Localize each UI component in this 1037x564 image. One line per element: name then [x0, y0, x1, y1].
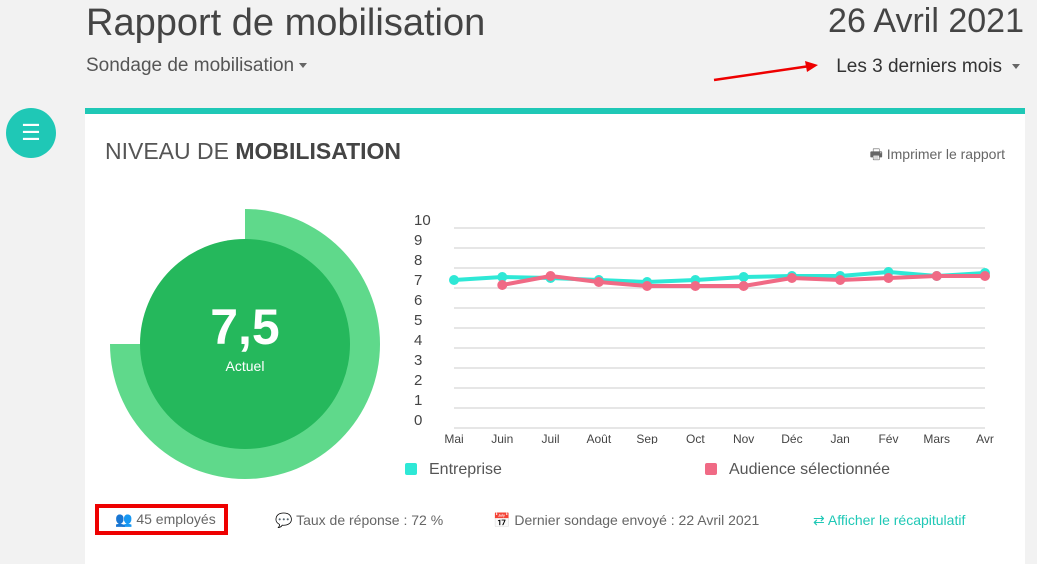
line-chart: 0 1 2 3 4 5 6 7 8 9 10 Mai Juin Juil Août Sep Oct Nov Déc J…	[414, 212, 994, 444]
legend-swatch	[705, 463, 717, 475]
survey-dropdown-label: Sondage de mobilisation	[86, 55, 295, 76]
calendar-icon: 📅	[493, 512, 515, 528]
x-tick-label: Juin	[491, 432, 513, 444]
card-title-bold: MOBILISATION	[235, 138, 402, 164]
data-point	[835, 275, 846, 285]
data-point	[690, 281, 701, 291]
x-tick-label: Juil	[542, 432, 560, 444]
gauge: 7,5 Actuel	[110, 209, 380, 479]
print-report-link[interactable]: 🖶 Imprimer le rapport	[870, 144, 1005, 168]
y-tick-label: 6	[414, 292, 422, 309]
card-title-prefix: NIVEAU DE	[105, 138, 236, 164]
employees-label: 45 employés	[136, 511, 216, 527]
users-icon: 👥	[115, 511, 137, 527]
printer-icon: 🖶	[869, 146, 887, 162]
y-tick-label: 0	[414, 412, 422, 429]
caret-down-icon	[299, 63, 308, 69]
data-point	[738, 272, 749, 282]
x-tick-label: Fév	[878, 432, 898, 444]
data-point	[931, 271, 942, 281]
last-survey-label: Dernier sondage envoyé : 22 Avril 2021	[514, 512, 760, 528]
y-tick-label: 2	[414, 372, 422, 389]
caret-down-icon	[1012, 64, 1020, 70]
y-tick-label: 7	[414, 272, 422, 289]
legend-item-entreprise[interactable]: Entreprise	[405, 461, 502, 479]
show-summary-link[interactable]: ⇄ Afficher le récapitulatif	[813, 512, 965, 529]
data-point	[497, 280, 508, 290]
period-dropdown[interactable]: Les 3 derniers mois	[836, 56, 1020, 78]
legend-item-audience[interactable]: Audience sélectionnée	[705, 461, 890, 479]
list-icon: ☰	[21, 120, 41, 145]
legend-label: Audience sélectionnée	[729, 461, 891, 478]
gauge-value: 7,5	[210, 299, 280, 355]
data-point	[642, 281, 653, 291]
x-tick-label: Oct	[686, 432, 705, 444]
data-point	[545, 271, 556, 281]
x-tick-label: Mars	[923, 432, 950, 444]
x-tick-label: Avr	[976, 432, 994, 444]
data-point	[738, 281, 749, 291]
survey-dropdown[interactable]: Sondage de mobilisation	[86, 55, 308, 77]
x-tick-label: Août	[586, 432, 611, 444]
x-tick-label: Déc	[781, 432, 802, 444]
summary-link-label: Afficher le récapitulatif	[827, 512, 966, 528]
employees-count: 👥 45 employés	[95, 504, 228, 535]
legend-label: Entreprise	[429, 461, 502, 478]
x-tick-label: Jan	[831, 432, 850, 444]
exchange-icon: ⇄	[813, 512, 828, 528]
data-point	[449, 275, 459, 285]
report-date: 26 Avril 2021	[828, 2, 1024, 40]
x-tick-label: Nov	[733, 432, 754, 444]
card-title: NIVEAU DE MOBILISATION	[105, 138, 401, 165]
last-survey: 📅 Dernier sondage envoyé : 22 Avril 2021	[493, 512, 759, 529]
x-tick-label: Mai	[444, 432, 463, 444]
data-point	[980, 271, 990, 281]
y-tick-label: 5	[414, 312, 422, 329]
y-tick-label: 4	[414, 332, 422, 349]
period-dropdown-label: Les 3 derniers mois	[836, 56, 1002, 77]
page-title: Rapport de mobilisation	[86, 2, 486, 44]
menu-list-button[interactable]: ☰	[6, 108, 56, 158]
comment-icon: 💬	[275, 512, 297, 528]
mobilisation-card: NIVEAU DE MOBILISATION 🖶 Imprimer le rap…	[85, 108, 1025, 564]
print-label: Imprimer le rapport	[886, 146, 1005, 162]
data-point	[593, 277, 604, 287]
x-tick-label: Sep	[636, 432, 658, 444]
data-point	[497, 272, 508, 282]
legend-swatch	[405, 463, 417, 475]
data-point	[786, 273, 797, 283]
y-tick-label: 9	[414, 232, 422, 249]
response-rate-label: Taux de réponse : 72 %	[296, 512, 444, 528]
y-tick-label: 10	[414, 212, 431, 229]
y-tick-label: 3	[414, 352, 422, 369]
gauge-label: Actuel	[226, 358, 265, 374]
response-rate: 💬 Taux de réponse : 72 %	[275, 512, 443, 529]
y-tick-label: 8	[414, 252, 422, 269]
y-tick-label: 1	[414, 392, 422, 409]
gauge-inner-circle	[140, 239, 350, 449]
red-arrow-annotation	[713, 61, 818, 82]
data-point	[883, 273, 894, 283]
